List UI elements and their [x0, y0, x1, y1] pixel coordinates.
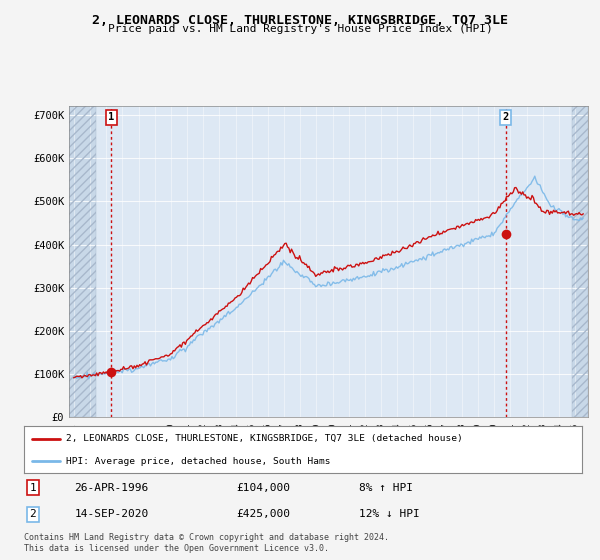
Text: 14-SEP-2020: 14-SEP-2020 — [74, 509, 148, 519]
Text: 26-APR-1996: 26-APR-1996 — [74, 483, 148, 493]
Bar — [572, 106, 588, 417]
Text: 8% ↑ HPI: 8% ↑ HPI — [359, 483, 413, 493]
Text: 2, LEONARDS CLOSE, THURLESTONE, KINGSBRIDGE, TQ7 3LE: 2, LEONARDS CLOSE, THURLESTONE, KINGSBRI… — [92, 14, 508, 27]
Text: 2: 2 — [29, 509, 37, 519]
Text: HPI: Average price, detached house, South Hams: HPI: Average price, detached house, Sout… — [66, 457, 331, 466]
Text: 12% ↓ HPI: 12% ↓ HPI — [359, 509, 419, 519]
Text: 1: 1 — [29, 483, 37, 493]
Text: Contains HM Land Registry data © Crown copyright and database right 2024.
This d: Contains HM Land Registry data © Crown c… — [24, 533, 389, 553]
Bar — [69, 106, 97, 417]
Text: 1: 1 — [108, 112, 115, 122]
Bar — [69, 106, 97, 417]
Bar — [572, 106, 588, 417]
Text: 2, LEONARDS CLOSE, THURLESTONE, KINGSBRIDGE, TQ7 3LE (detached house): 2, LEONARDS CLOSE, THURLESTONE, KINGSBRI… — [66, 435, 463, 444]
Text: 2: 2 — [503, 112, 509, 122]
Text: £425,000: £425,000 — [236, 509, 290, 519]
Text: Price paid vs. HM Land Registry's House Price Index (HPI): Price paid vs. HM Land Registry's House … — [107, 24, 493, 34]
Text: £104,000: £104,000 — [236, 483, 290, 493]
